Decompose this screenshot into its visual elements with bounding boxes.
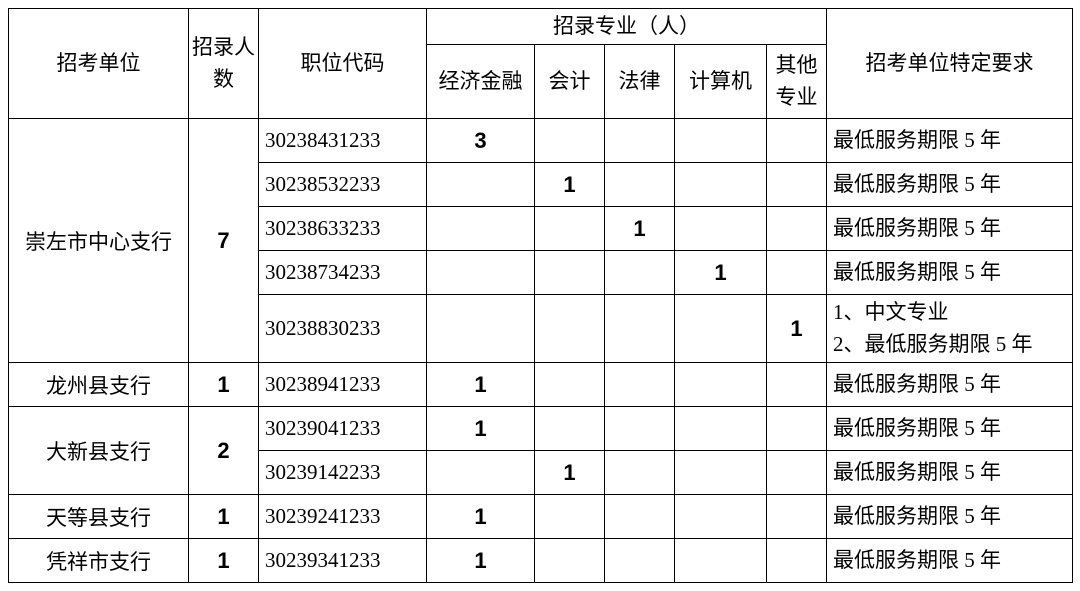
major-count-cell bbox=[427, 251, 535, 295]
major-count-cell: 1 bbox=[767, 295, 827, 363]
major-count-cell bbox=[675, 119, 767, 163]
position-code-cell: 30238532233 bbox=[259, 163, 427, 207]
major-count-cell bbox=[427, 295, 535, 363]
major-count-cell bbox=[675, 407, 767, 451]
table-row: 龙州县支行1302389412331最低服务期限 5 年 bbox=[9, 363, 1073, 407]
table-row: 崇左市中心支行7302384312333最低服务期限 5 年 bbox=[9, 119, 1073, 163]
table-header: 招考单位 招录人数 职位代码 招录专业（人） 招考单位特定要求 经济金融 会计 … bbox=[9, 9, 1073, 119]
header-req: 招考单位特定要求 bbox=[827, 9, 1073, 119]
major-count-cell bbox=[605, 251, 675, 295]
requirement-cell: 最低服务期限 5 年 bbox=[827, 407, 1073, 451]
major-count-cell bbox=[605, 539, 675, 583]
major-count-cell bbox=[605, 119, 675, 163]
major-count-cell bbox=[427, 163, 535, 207]
major-count-cell bbox=[767, 539, 827, 583]
table-row: 大新县支行2302390412331最低服务期限 5 年 bbox=[9, 407, 1073, 451]
major-count-cell bbox=[535, 207, 605, 251]
major-count-cell bbox=[535, 407, 605, 451]
table-row: 天等县支行1302392412331最低服务期限 5 年 bbox=[9, 495, 1073, 539]
major-count-cell: 3 bbox=[427, 119, 535, 163]
major-count-cell bbox=[675, 163, 767, 207]
major-count-cell: 1 bbox=[427, 495, 535, 539]
major-count-cell: 1 bbox=[605, 207, 675, 251]
unit-name-cell: 大新县支行 bbox=[9, 407, 189, 495]
major-count-cell: 1 bbox=[427, 539, 535, 583]
header-major-2: 会计 bbox=[535, 45, 605, 119]
requirement-cell: 最低服务期限 5 年 bbox=[827, 363, 1073, 407]
header-unit: 招考单位 bbox=[9, 9, 189, 119]
unit-count-cell: 7 bbox=[189, 119, 259, 363]
major-count-cell bbox=[767, 163, 827, 207]
requirement-cell: 1、中文专业2、最低服务期限 5 年 bbox=[827, 295, 1073, 363]
major-count-cell: 1 bbox=[535, 451, 605, 495]
position-code-cell: 30239341233 bbox=[259, 539, 427, 583]
position-code-cell: 30239142233 bbox=[259, 451, 427, 495]
header-major-4: 计算机 bbox=[675, 45, 767, 119]
major-count-cell bbox=[535, 539, 605, 583]
requirement-cell: 最低服务期限 5 年 bbox=[827, 251, 1073, 295]
major-count-cell: 1 bbox=[675, 251, 767, 295]
major-count-cell bbox=[767, 119, 827, 163]
major-count-cell bbox=[767, 451, 827, 495]
position-code-cell: 30238431233 bbox=[259, 119, 427, 163]
position-code-cell: 30238633233 bbox=[259, 207, 427, 251]
major-count-cell bbox=[605, 295, 675, 363]
header-major-3: 法律 bbox=[605, 45, 675, 119]
unit-name-cell: 天等县支行 bbox=[9, 495, 189, 539]
major-count-cell bbox=[767, 251, 827, 295]
major-count-cell bbox=[605, 363, 675, 407]
requirement-cell: 最低服务期限 5 年 bbox=[827, 119, 1073, 163]
header-count: 招录人数 bbox=[189, 9, 259, 119]
requirement-cell: 最低服务期限 5 年 bbox=[827, 495, 1073, 539]
unit-count-cell: 1 bbox=[189, 363, 259, 407]
major-count-cell bbox=[427, 451, 535, 495]
unit-name-cell: 崇左市中心支行 bbox=[9, 119, 189, 363]
unit-count-cell: 2 bbox=[189, 407, 259, 495]
unit-count-cell: 1 bbox=[189, 539, 259, 583]
unit-count-cell: 1 bbox=[189, 495, 259, 539]
header-major-1: 经济金融 bbox=[427, 45, 535, 119]
major-count-cell bbox=[675, 539, 767, 583]
unit-name-cell: 龙州县支行 bbox=[9, 363, 189, 407]
major-count-cell bbox=[675, 495, 767, 539]
major-count-cell bbox=[767, 407, 827, 451]
major-count-cell bbox=[675, 207, 767, 251]
requirement-cell: 最低服务期限 5 年 bbox=[827, 539, 1073, 583]
major-count-cell bbox=[535, 295, 605, 363]
major-count-cell bbox=[675, 295, 767, 363]
position-code-cell: 30238830233 bbox=[259, 295, 427, 363]
major-count-cell: 1 bbox=[535, 163, 605, 207]
position-code-cell: 30239041233 bbox=[259, 407, 427, 451]
major-count-cell bbox=[675, 451, 767, 495]
requirement-cell: 最低服务期限 5 年 bbox=[827, 163, 1073, 207]
major-count-cell bbox=[605, 451, 675, 495]
major-count-cell bbox=[535, 363, 605, 407]
major-count-cell bbox=[605, 495, 675, 539]
header-major-5: 其他专业 bbox=[767, 45, 827, 119]
major-count-cell: 1 bbox=[427, 407, 535, 451]
header-major-group: 招录专业（人） bbox=[427, 9, 827, 45]
unit-name-cell: 凭祥市支行 bbox=[9, 539, 189, 583]
major-count-cell bbox=[427, 207, 535, 251]
major-count-cell bbox=[605, 407, 675, 451]
major-count-cell bbox=[535, 119, 605, 163]
header-code: 职位代码 bbox=[259, 9, 427, 119]
major-count-cell bbox=[767, 363, 827, 407]
table-body: 崇左市中心支行7302384312333 最低服务期限 5 年 3023853223… bbox=[9, 119, 1073, 583]
major-count-cell bbox=[767, 495, 827, 539]
major-count-cell bbox=[535, 495, 605, 539]
major-count-cell bbox=[767, 207, 827, 251]
table-row: 凭祥市支行1302393412331最低服务期限 5 年 bbox=[9, 539, 1073, 583]
position-code-cell: 30239241233 bbox=[259, 495, 427, 539]
major-count-cell bbox=[535, 251, 605, 295]
recruitment-table: 招考单位 招录人数 职位代码 招录专业（人） 招考单位特定要求 经济金融 会计 … bbox=[8, 8, 1073, 583]
major-count-cell bbox=[675, 363, 767, 407]
major-count-cell: 1 bbox=[427, 363, 535, 407]
major-count-cell bbox=[605, 163, 675, 207]
requirement-cell: 最低服务期限 5 年 bbox=[827, 451, 1073, 495]
position-code-cell: 30238734233 bbox=[259, 251, 427, 295]
position-code-cell: 30238941233 bbox=[259, 363, 427, 407]
requirement-cell: 最低服务期限 5 年 bbox=[827, 207, 1073, 251]
